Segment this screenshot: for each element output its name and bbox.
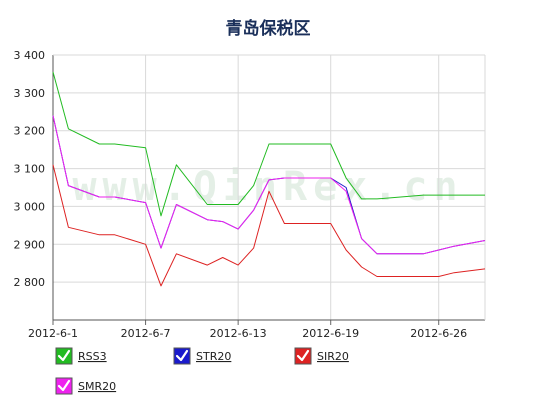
legend-label: SMR20 [78,380,116,393]
legend-item-smr20[interactable]: SMR20 [55,377,116,395]
series-line-sir20 [52,164,486,287]
tick-labels: 3 400 3 300 3 200 3 100 3 000 2 900 2 800 2012-… [14,49,468,340]
x-tick-label: 2012-6-13 [210,327,267,340]
y-tick-label: 3 200 [14,125,46,138]
series-line-rss3 [52,71,485,217]
x-tick-label: 2012-6-19 [302,327,359,340]
axes [52,54,486,325]
grid [52,54,485,320]
legend-item-str20[interactable]: STR20 [173,347,231,365]
chart-title: 青岛保税区 [226,18,311,39]
series-lines [52,71,486,287]
checkmark-icon [296,349,310,362]
watermark: www.QinRex.cn [72,164,463,210]
x-tick-label: 2012-6-26 [410,327,467,340]
legend-label: STR20 [196,350,231,363]
legend-label: RSS3 [78,350,107,363]
y-tick-label: 3 000 [14,200,46,213]
legend: RSS3 STR20 SIR20 SMR20 [55,347,349,395]
series-line-smr20 [52,115,486,255]
y-tick-label: 3 300 [14,87,46,100]
legend-item-sir20[interactable]: SIR20 [294,347,349,365]
checkmark-icon [57,349,71,362]
x-tick-label: 2012-6-1 [28,327,78,340]
checkmark-icon [175,349,189,362]
y-tick-label: 2 800 [14,276,46,289]
y-tick-label: 2 900 [14,238,46,251]
y-tick-label: 3 100 [14,163,46,176]
y-tick-label: 3 400 [14,49,46,62]
legend-label: SIR20 [317,350,349,363]
checkmark-icon [57,379,71,392]
legend-item-rss3[interactable]: RSS3 [55,347,107,365]
x-tick-label: 2012-6-7 [121,327,171,340]
